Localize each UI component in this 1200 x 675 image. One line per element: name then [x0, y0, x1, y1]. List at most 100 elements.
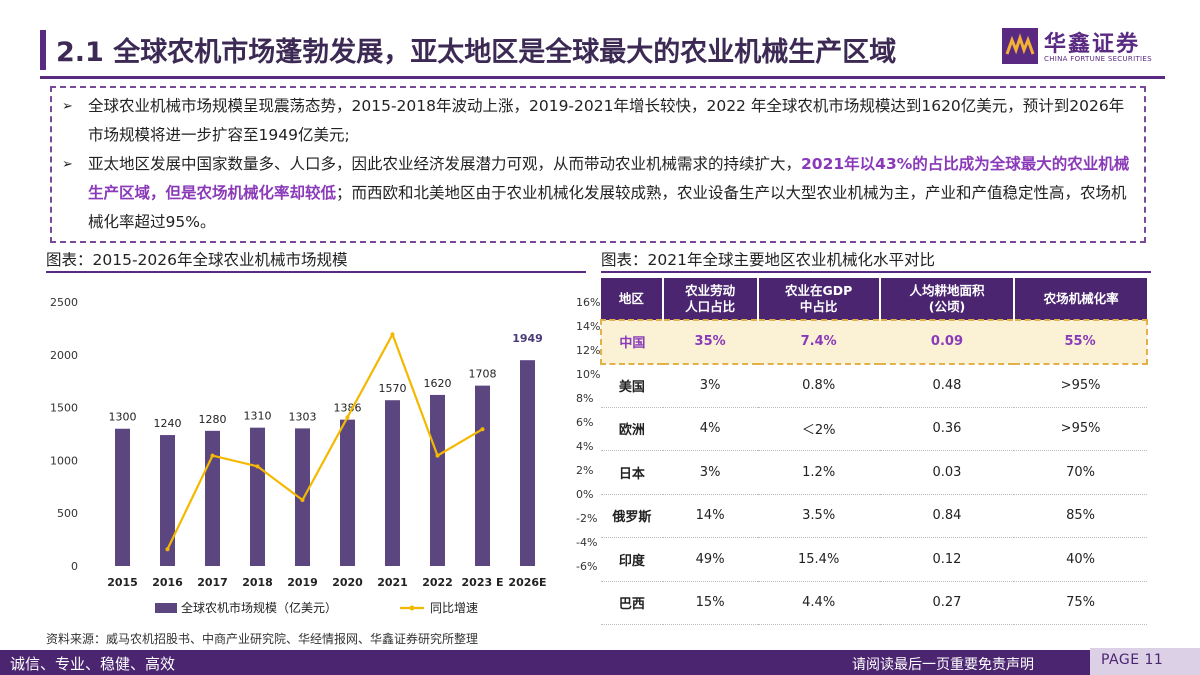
table-cell: 0.8%	[757, 363, 880, 408]
table-header-cell: 地区	[601, 278, 664, 320]
y-left-tick-label: 1500	[50, 402, 78, 415]
table-header-cell: 农业在GDP 中占比	[757, 278, 881, 320]
footer-slogan: 诚信、专业、稳健、高效	[10, 655, 176, 673]
table-cell: 49%	[662, 537, 758, 582]
table-cell: 0.03	[879, 450, 1015, 495]
bullet-1: ➢ 全球农业机械市场规模呈现震荡态势，2015-2018年波动上涨，2019-2…	[62, 92, 1130, 150]
y-right-tick-label: 4%	[576, 440, 593, 453]
x-tick-label: 2022	[422, 576, 453, 589]
bar-data-label: 1303	[289, 410, 317, 423]
x-tick-label: 2023 E	[462, 576, 504, 589]
table-row: 俄罗斯 14% 3.5% 0.84 85%	[601, 494, 1147, 538]
table-title: 图表：2021年全球主要地区农业机械化水平对比	[601, 251, 935, 269]
bar	[340, 419, 355, 566]
x-tick-label: 2018	[242, 576, 273, 589]
bar	[520, 360, 535, 566]
title-accent-bar	[40, 30, 46, 70]
table-cell-region: 美国	[601, 363, 663, 408]
y-right-tick-label: -4%	[576, 536, 597, 549]
summary-box: ➢ 全球农业机械市场规模呈现震荡态势，2015-2018年波动上涨，2019-2…	[50, 86, 1146, 243]
page-title: 2.1 全球农机市场蓬勃发展，亚太地区是全球最大的农业机械生产区域	[56, 37, 897, 68]
table-cell: 4%	[662, 407, 758, 451]
x-tick-label: 2017	[197, 576, 228, 589]
footer-disclaimer: 请阅读最后一页重要免责声明	[852, 657, 1034, 673]
bar-data-label: 1300	[109, 411, 137, 424]
table-cell: 3%	[662, 450, 758, 495]
growth-point	[300, 498, 305, 502]
table-cell: 35%	[662, 319, 758, 365]
table-cell: >95%	[1014, 407, 1147, 451]
table-cell: 0.36	[879, 407, 1015, 451]
bar-data-label: 1386	[334, 402, 362, 415]
growth-point	[165, 547, 170, 552]
table-cell: 15.4%	[757, 537, 880, 582]
table-header-row: 地区 农业劳动 人口占比 农业在GDP 中占比 人均耕地面积 (公顷) 农场机械化率	[601, 278, 1147, 320]
y-left-tick-label: 0	[71, 560, 78, 573]
table-cell-region: 中国	[600, 319, 663, 365]
logo-mark-icon	[1002, 28, 1038, 64]
table-title-divider	[601, 271, 1151, 273]
y-right-tick-label: 2%	[576, 464, 593, 477]
bullet-1-text: 全球农业机械市场规模呈现震荡态势，2015-2018年波动上涨，2019-202…	[88, 97, 1125, 144]
legend-bar-swatch	[155, 603, 177, 613]
bar-data-label: 1620	[424, 377, 452, 390]
x-tick-label: 2021	[377, 576, 408, 589]
y-right-tick-label: -2%	[576, 512, 597, 525]
bullet-2-text-end: ；而西欧和北美地区由于农业机械化发展较成熟，农业设备生产以大型农业机械为主，产业…	[88, 184, 1127, 231]
page-number-tag	[1090, 648, 1200, 675]
table-row: 美国 3% 0.8% 0.48 >95%	[601, 363, 1147, 408]
y-right-tick-label: 8%	[576, 392, 593, 405]
logo-text-en: CHINA FORTUNE SECURITIES	[1044, 55, 1152, 63]
y-right-tick-label: 16%	[576, 296, 600, 309]
bullet-arrow-icon: ➢	[62, 99, 73, 114]
table-cell: 7.4%	[757, 319, 880, 365]
title-bar: 2.1 全球农机市场蓬勃发展，亚太地区是全球最大的农业机械生产区域 华鑫证券 C…	[0, 0, 1200, 80]
table-row: 印度 49% 15.4% 0.12 40%	[601, 537, 1147, 582]
table-cell-region: 日本	[601, 450, 663, 495]
bar	[385, 400, 400, 566]
bullet-2: ➢ 亚太地区发展中国家数量多、人口多，因此农业经济发展潜力可观，从而带动农业机械…	[62, 150, 1130, 237]
chart-title: 图表：2015-2026年全球农业机械市场规模	[46, 251, 348, 269]
bar	[295, 428, 310, 566]
table-cell: 3.5%	[757, 494, 880, 538]
table-cell: >95%	[1014, 363, 1147, 408]
table-cell: 0.27	[879, 581, 1015, 625]
growth-point	[480, 427, 485, 432]
growth-line	[166, 331, 484, 550]
legend-line-marker	[409, 605, 415, 611]
market-size-chart: 0 500 1000 1500 2000 2500 -6% -4% -2% 0% 2% 4% 6% 8% 1…	[50, 296, 600, 615]
logo-text-cn: 华鑫证券	[1044, 32, 1141, 57]
x-tick-label: 2026E	[508, 576, 546, 589]
bar-data-label: 1708	[469, 368, 497, 381]
bar	[115, 428, 130, 566]
table-cell: 0.09	[879, 319, 1015, 365]
mechanization-table: 地区 农业劳动 人口占比 农业在GDP 中占比 人均耕地面积 (公顷) 农场机械化率 中国 35…	[600, 278, 1148, 625]
table-cell: 1.2%	[757, 450, 880, 495]
growth-point	[435, 453, 440, 458]
table-row: 欧洲 4% ＜2% 0.36 >95%	[601, 407, 1147, 451]
y-right-tick-label: 14%	[576, 320, 600, 333]
table-cell: 15%	[662, 581, 758, 625]
bar	[205, 430, 220, 566]
table-cell: 0.12	[879, 537, 1015, 582]
bar	[430, 394, 445, 566]
table-cell: 3%	[662, 363, 758, 408]
y-right-tick-label: 10%	[576, 368, 600, 381]
bar-data-label: 1240	[154, 417, 182, 430]
table-cell-region: 俄罗斯	[601, 494, 663, 538]
growth-point	[345, 415, 350, 420]
table-cell: 70%	[1014, 450, 1147, 495]
x-tick-label: 2016	[152, 576, 183, 589]
y-right-tick-label: 12%	[576, 344, 600, 357]
table-cell-region: 印度	[601, 537, 663, 582]
page-number: PAGE 11	[1101, 652, 1164, 668]
table-cell: 0.48	[879, 363, 1015, 408]
title-underline	[40, 76, 1165, 79]
bullet-2-text: 亚太地区发展中国家数量多、人口多，因此农业经济发展潜力可观，从而带动农业机械需求…	[88, 155, 802, 173]
table-cell: ＜2%	[757, 407, 880, 451]
table-header-cell: 农场机械化率	[1014, 278, 1147, 320]
bullet-arrow-icon: ➢	[62, 157, 73, 172]
legend-bar-label: 全球农机市场规模（亿美元）	[181, 600, 337, 615]
company-logo: 华鑫证券 CHINA FORTUNE SECURITIES	[1002, 26, 1162, 70]
table-cell: 55%	[1014, 319, 1148, 365]
